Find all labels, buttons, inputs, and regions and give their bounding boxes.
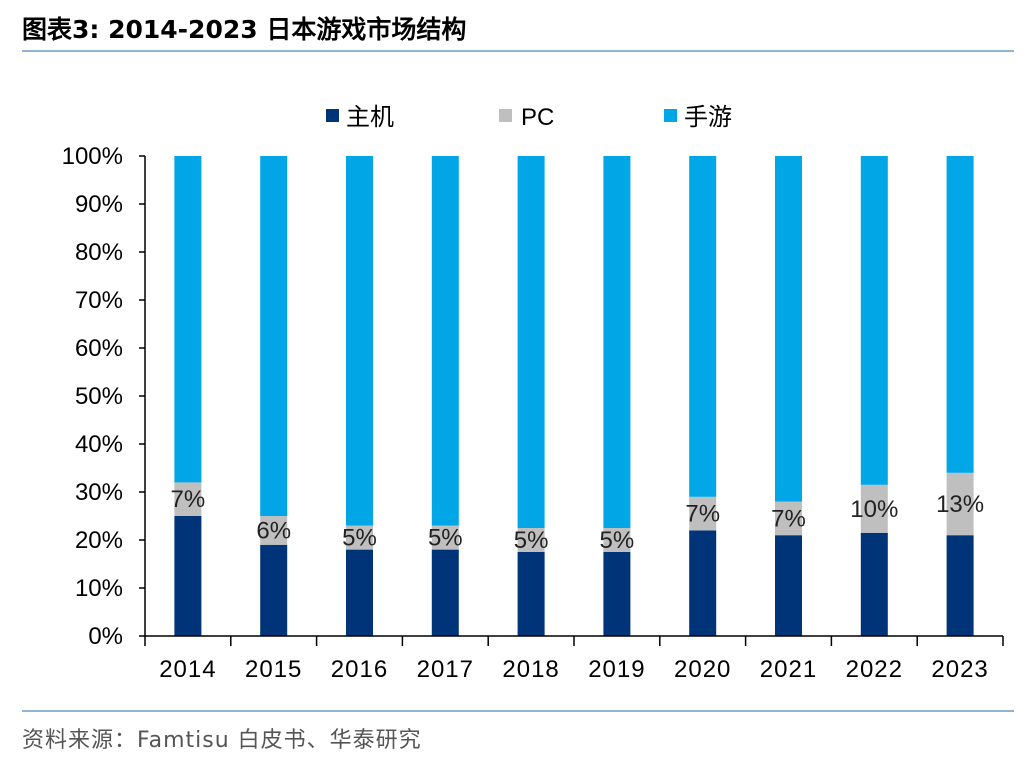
bar-2023-segment-2 <box>946 156 974 473</box>
x-tick-label-2017: 2017 <box>417 656 474 683</box>
bar-2023-segment-1 <box>946 472 974 536</box>
axes-layer: 0% 10% 20% 30% 40% 50% 60% 70% 80% 90% 100% 2014 201… <box>62 143 1004 683</box>
bar-2020-segment-2 <box>689 156 717 497</box>
legend-label-0: 主机 <box>346 104 394 131</box>
bar-2018-segment-0 <box>517 552 545 636</box>
y-tick-label-0: 0% <box>88 623 123 650</box>
legend-swatch-1 <box>499 109 512 122</box>
bar-2014-segment-0 <box>174 516 202 636</box>
bar-2022-segment-1 <box>860 484 888 533</box>
bar-2019-segment-0 <box>603 552 631 636</box>
bar-2014-segment-1 <box>174 482 202 516</box>
title-divider <box>22 50 1014 52</box>
data-label-2017: 5% <box>428 525 463 552</box>
bar-2020-segment-0 <box>689 530 717 636</box>
x-tick-label-2023: 2023 <box>931 656 988 683</box>
bar-2020-segment-1 <box>689 496 717 531</box>
legend-swatch-2 <box>664 109 677 122</box>
bar-2015-segment-2 <box>260 156 288 516</box>
y-tick-label-8: 80% <box>75 239 123 266</box>
bar-2018-segment-2 <box>517 156 545 528</box>
source-divider <box>22 710 1014 712</box>
bar-2022-segment-2 <box>860 156 888 485</box>
bar-2016-segment-2 <box>346 156 373 526</box>
bar-2021-segment-0 <box>775 535 802 636</box>
x-tick-label-2019: 2019 <box>588 656 645 683</box>
bar-2015-segment-1 <box>260 516 288 545</box>
bar-2015-segment-0 <box>260 544 288 636</box>
data-label-2018: 5% <box>514 527 549 554</box>
bar-2022-segment-0 <box>860 532 888 636</box>
x-tick-label-2021: 2021 <box>760 656 817 683</box>
legend: 主机 PC 手游 <box>326 104 732 131</box>
bar-layer <box>174 156 974 636</box>
legend-label-2: 手游 <box>684 104 732 131</box>
x-tick-label-2016: 2016 <box>331 656 388 683</box>
legend-label-1: PC <box>521 104 554 131</box>
y-tick-label-1: 10% <box>75 575 123 602</box>
bar-2016-segment-0 <box>346 549 373 636</box>
data-label-2016: 5% <box>342 525 377 552</box>
x-tick-label-2022: 2022 <box>846 656 903 683</box>
bar-2019-segment-1 <box>603 528 631 552</box>
bar-2017-segment-2 <box>431 156 459 526</box>
bar-2021-segment-2 <box>775 156 802 502</box>
bar-2019-segment-2 <box>603 156 631 528</box>
data-label-2020: 7% <box>685 501 720 528</box>
data-label-layer: 7% 6% 5% 5% 5% 5% 7% 7% 10% 13% <box>171 486 985 554</box>
data-label-2023: 13% <box>936 491 984 518</box>
y-tick-label-3: 30% <box>75 479 123 506</box>
data-label-2014: 7% <box>171 486 206 513</box>
legend-swatch-0 <box>326 109 339 122</box>
y-tick-label-10: 100% <box>62 143 123 170</box>
y-tick-label-2: 20% <box>75 527 123 554</box>
chart-title: 图表3: 2014-2023 日本游戏市场结构 <box>22 15 467 44</box>
x-tick-label-2014: 2014 <box>159 656 216 683</box>
data-label-2015: 6% <box>256 517 291 544</box>
bar-2014-segment-2 <box>174 156 202 483</box>
source-note: 资料来源：Famtisu 白皮书、华泰研究 <box>22 728 422 753</box>
x-tick-label-2020: 2020 <box>674 656 731 683</box>
y-tick-label-4: 40% <box>75 431 123 458</box>
bar-2017-segment-0 <box>431 549 459 636</box>
y-tick-label-5: 50% <box>75 383 123 410</box>
bar-2017-segment-1 <box>431 525 459 550</box>
data-label-2022: 10% <box>850 496 898 523</box>
stacked-bar-chart: 主机 PC 手游 7% 6% 5% 5% 5% 5% 7% 7% 10% 13% 0% 10% 20% 30… <box>62 104 1004 683</box>
bar-2016-segment-1 <box>346 525 373 550</box>
x-tick-label-2015: 2015 <box>245 656 302 683</box>
y-tick-label-7: 70% <box>75 287 123 314</box>
bar-2018-segment-1 <box>517 528 545 552</box>
data-label-2021: 7% <box>771 505 806 532</box>
data-label-2019: 5% <box>600 527 635 554</box>
y-tick-label-9: 90% <box>75 191 123 218</box>
y-tick-label-6: 60% <box>75 335 123 362</box>
x-tick-label-2018: 2018 <box>502 656 559 683</box>
bar-2021-segment-1 <box>775 501 802 536</box>
bar-2023-segment-0 <box>946 535 974 636</box>
